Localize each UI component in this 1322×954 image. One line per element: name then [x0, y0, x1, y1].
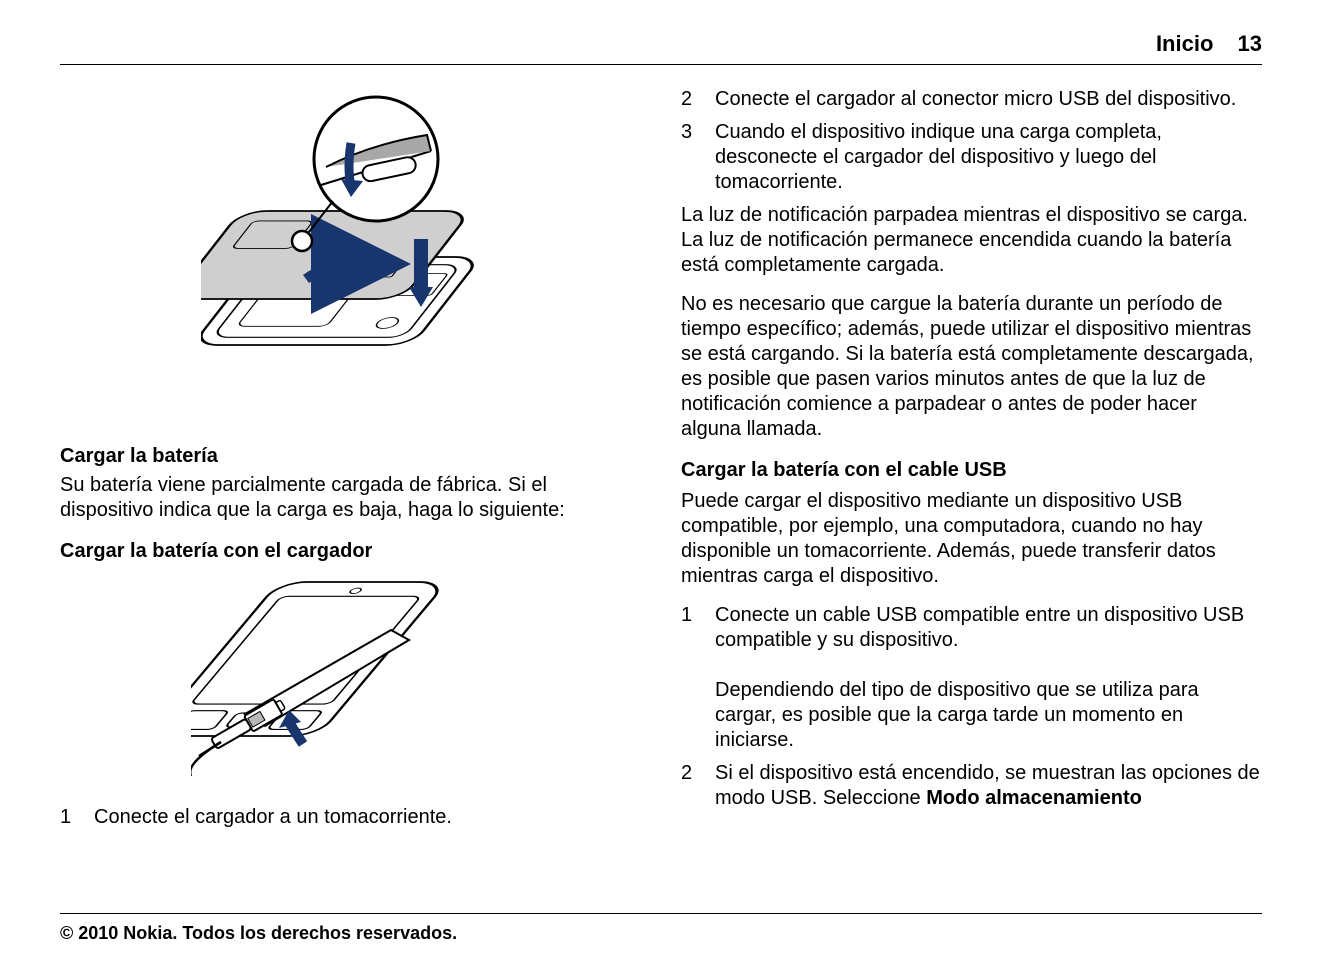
- list-item: 2 Conecte el cargador al conector micro …: [681, 87, 1262, 112]
- steps-usb: 1 Conecte un cable USB compatible entre …: [681, 603, 1262, 811]
- step-text: Conecte el cargador a un tomacorriente.: [94, 805, 641, 830]
- steps-charger: 1 Conecte el cargador a un tomacorriente…: [60, 805, 641, 830]
- list-item: 2 Si el dispositivo está encendido, se m…: [681, 761, 1262, 811]
- heading-charge-with-charger: Cargar la batería con el cargador: [60, 539, 641, 564]
- illustration-charger-icon: [191, 570, 511, 780]
- step-text-line: Conecte un cable USB compatible entre un…: [715, 604, 1244, 651]
- step-number: 1: [60, 805, 94, 830]
- page-footer: © 2010 Nokia. Todos los derechos reserva…: [60, 914, 1262, 945]
- content-columns: Cargar la batería Su batería viene parci…: [60, 83, 1262, 914]
- paragraph-intro: Su batería viene parcialmente cargada de…: [60, 473, 641, 523]
- step-number: 3: [681, 120, 715, 195]
- step-number: 2: [681, 761, 715, 811]
- footer-copyright: © 2010 Nokia. Todos los derechos reserva…: [60, 923, 457, 943]
- paragraph-usb-intro: Puede cargar el dispositivo mediante un …: [681, 489, 1262, 589]
- step-text: Conecte un cable USB compatible entre un…: [715, 603, 1262, 753]
- illustration-battery-cover-icon: [201, 89, 501, 419]
- step-number: 1: [681, 603, 715, 753]
- figure-remove-cover: [60, 89, 641, 426]
- list-item: 1 Conecte un cable USB compatible entre …: [681, 603, 1262, 753]
- header-section: Inicio: [1156, 31, 1213, 56]
- step-text-bold: Modo almacenamiento: [926, 787, 1142, 809]
- column-right: 2 Conecte el cargador al conector micro …: [681, 83, 1262, 913]
- column-left: Cargar la batería Su batería viene parci…: [60, 83, 641, 913]
- paragraph-notification-light: La luz de notificación parpadea mientras…: [681, 203, 1262, 278]
- page-header: Inicio 13: [60, 30, 1262, 65]
- step-text-line: Dependiendo del tipo de dispositivo que …: [715, 679, 1199, 751]
- step-text: Cuando el dispositivo indique una carga …: [715, 120, 1262, 195]
- figure-charger: [60, 570, 641, 787]
- list-item: 1 Conecte el cargador a un tomacorriente…: [60, 805, 641, 830]
- step-text: Si el dispositivo está encendido, se mue…: [715, 761, 1262, 811]
- list-item: 3 Cuando el dispositivo indique una carg…: [681, 120, 1262, 195]
- paragraph-not-necessary: No es necesario que cargue la batería du…: [681, 292, 1262, 442]
- steps-charger-cont: 2 Conecte el cargador al conector micro …: [681, 87, 1262, 195]
- step-number: 2: [681, 87, 715, 112]
- heading-charge-usb: Cargar la batería con el cable USB: [681, 458, 1262, 483]
- step-text: Conecte el cargador al conector micro US…: [715, 87, 1262, 112]
- header-page-number: 13: [1238, 31, 1262, 56]
- heading-charge-battery: Cargar la batería: [60, 444, 641, 469]
